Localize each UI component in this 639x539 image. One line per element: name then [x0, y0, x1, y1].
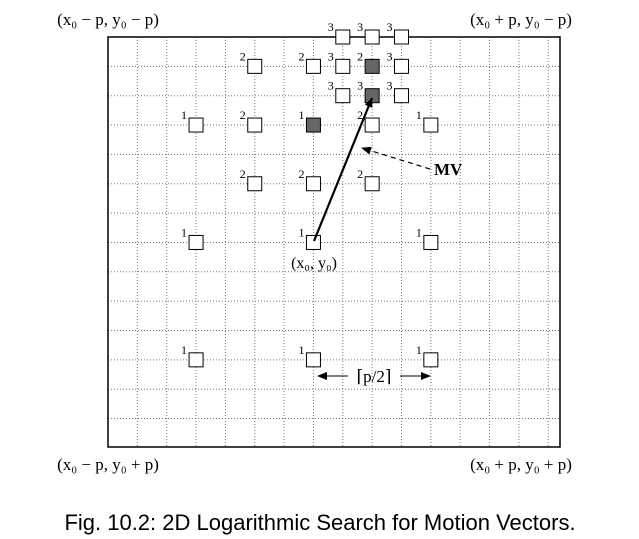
search-window — [107, 36, 561, 448]
origin-label: (x₀, y₀) — [291, 255, 337, 272]
search-point — [364, 29, 380, 45]
step-number: 3 — [387, 79, 393, 93]
step-number: 3 — [357, 79, 363, 93]
step-number: 1 — [298, 108, 304, 122]
search-point — [364, 58, 380, 74]
step-number: 2 — [298, 49, 304, 63]
mv-pointer — [361, 146, 431, 170]
search-point — [305, 234, 321, 250]
step-number: 3 — [387, 20, 393, 34]
step-number: 2 — [240, 167, 246, 181]
search-point — [247, 117, 263, 133]
search-point — [335, 29, 351, 45]
search-point — [394, 29, 409, 45]
corner-label: (x₀ − p, y₀ + p) — [57, 455, 159, 474]
step-number: 1 — [416, 108, 422, 122]
step-number: 2 — [240, 49, 246, 63]
step-number: 1 — [181, 225, 187, 239]
step-number: 2 — [240, 108, 246, 122]
step-number: 1 — [416, 225, 422, 239]
search-point — [247, 176, 263, 192]
step-number: 3 — [387, 49, 393, 63]
step-number: 2 — [298, 167, 304, 181]
step-number: 3 — [328, 49, 334, 63]
step-number: 2 — [357, 108, 363, 122]
search-point — [305, 58, 321, 74]
search-point — [335, 88, 351, 104]
search-point — [423, 117, 439, 133]
search-point — [364, 176, 380, 192]
search-point — [423, 352, 439, 368]
search-point — [394, 88, 409, 104]
search-point — [305, 176, 321, 192]
search-point — [188, 117, 204, 133]
step-number: 3 — [328, 20, 334, 34]
search-point — [188, 352, 204, 368]
step-label: ⌈p/2⌉ — [357, 367, 392, 386]
step-number: 1 — [298, 225, 304, 239]
search-points: 1 1 1 1 1 1 1 1 1 2 2 2 2 2 2 2 2 3 3 3 3 3 3 3 3 — [181, 20, 439, 368]
mv-label: MV — [434, 160, 463, 179]
search-point — [364, 117, 380, 133]
corner-label: (x₀ + p, y₀ + p) — [470, 455, 572, 474]
step-number: 2 — [357, 167, 363, 181]
step-number: 2 — [357, 49, 363, 63]
search-point — [247, 58, 263, 74]
step-number: 1 — [298, 343, 304, 357]
step-number: 1 — [181, 108, 187, 122]
corner-label: (x₀ − p, y₀ − p) — [57, 10, 159, 29]
step-number: 3 — [357, 20, 363, 34]
search-point — [305, 352, 321, 368]
corner-label: (x₀ + p, y₀ − p) — [470, 10, 572, 29]
caption: Fig. 10.2: 2D Logarithmic Search for Mot… — [64, 510, 575, 535]
search-point — [335, 58, 351, 74]
step-number: 1 — [416, 343, 422, 357]
motion-vector — [312, 97, 374, 242]
search-point — [305, 117, 321, 133]
search-point — [364, 88, 380, 104]
search-point — [423, 234, 439, 250]
grid — [108, 37, 560, 447]
step-number: 1 — [181, 343, 187, 357]
search-point — [394, 58, 409, 74]
step-number: 3 — [328, 79, 334, 93]
search-point — [188, 234, 204, 250]
